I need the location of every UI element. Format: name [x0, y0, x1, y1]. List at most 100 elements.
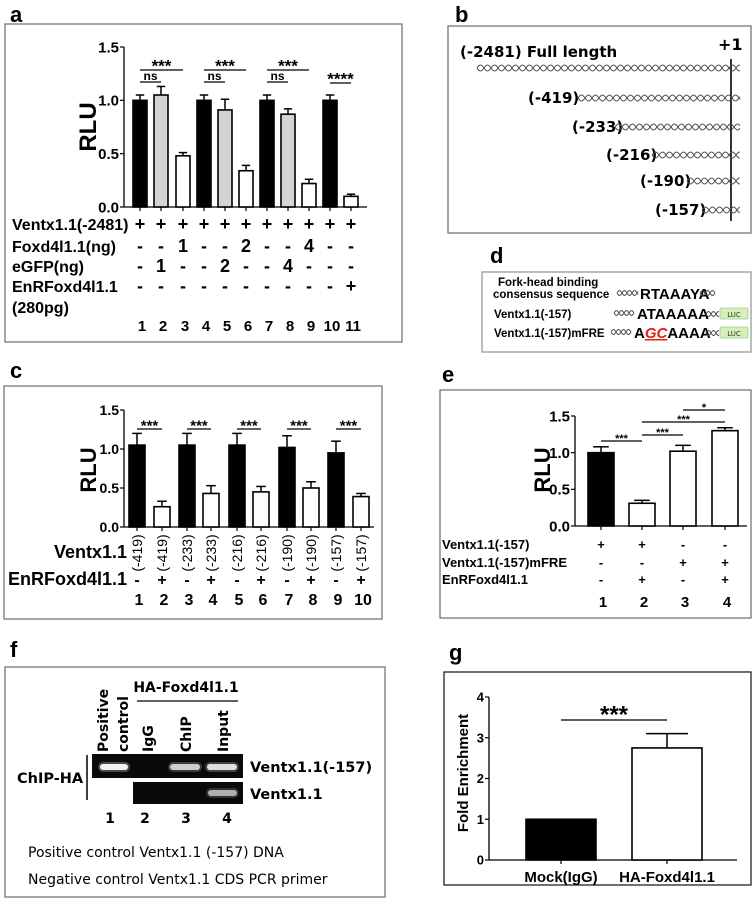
condition-value: + [638, 572, 646, 587]
category-label: HA-Foxd4l1.1 [619, 869, 715, 886]
bar [525, 818, 597, 861]
condition-value: - [306, 256, 312, 276]
condition-value: + [679, 555, 687, 570]
condition-value: - [681, 537, 685, 552]
lane-number: 4 [202, 318, 211, 335]
y-tick-label: 1.5 [98, 39, 119, 56]
y-axis-label: RLU [75, 102, 102, 151]
caption-positive-control: Positive control Ventx1.1 (-157) DNA [28, 845, 284, 861]
construct-label-190: (-190) [640, 172, 691, 190]
condition-value: - [243, 276, 249, 296]
condition-value: + [256, 572, 265, 589]
condition-value: - [222, 276, 228, 296]
condition-value: - [180, 276, 186, 296]
y-tick-label: 3 [477, 730, 484, 745]
condition-value: - [348, 256, 354, 276]
panel-b-frame [447, 25, 752, 234]
condition-value: (-190) [303, 534, 319, 571]
condition-row-label: eGFP(ng) [12, 259, 84, 276]
panel-label-c: c [10, 358, 22, 383]
dna-wave [705, 330, 719, 336]
lane-number: 3 [181, 318, 189, 335]
luc-reporter-box [719, 307, 749, 320]
panel-label-d: d [490, 243, 503, 268]
construct-label-233: (-233) [572, 118, 623, 136]
condition-row-label: Ventx1.1(-157)mFRE [442, 555, 567, 570]
mfre-construct-label: Ventx1.1(-157)mFRE [494, 328, 605, 340]
dna-wave [699, 290, 716, 296]
bar [128, 444, 146, 528]
chip-ha-label: ChIP-HA [17, 771, 84, 787]
condition-value: 1 [156, 256, 166, 276]
bar [228, 444, 246, 528]
luc-reporter-label: LUC [727, 311, 741, 319]
y-tick-label: 1.5 [100, 402, 120, 418]
bar [301, 182, 317, 208]
condition-value: (-233) [203, 534, 219, 571]
gel-band [207, 764, 237, 770]
bar [202, 492, 220, 528]
construct-label-full: (-2481) Full length [460, 43, 617, 61]
bar [302, 487, 320, 528]
dna-wave [614, 123, 741, 131]
gel-band [100, 764, 128, 770]
dna-wave [651, 151, 740, 159]
condition-value: + [135, 214, 146, 234]
dna-wave [701, 206, 741, 214]
lane-number: 1 [135, 592, 144, 609]
condition-value: - [723, 537, 727, 552]
gel-band [170, 764, 200, 770]
lane-number: 2 [159, 318, 167, 335]
significance-label: *** [152, 57, 172, 76]
bar [259, 99, 275, 208]
condition-value: + [638, 537, 646, 552]
bar [631, 747, 703, 861]
condition-value: + [597, 537, 605, 552]
bar [343, 195, 359, 208]
lane-number: 7 [265, 318, 273, 335]
dna-wave [705, 311, 719, 317]
dna-wave [686, 177, 740, 185]
gel-group-label: HA-Foxd4l1.1 [133, 680, 238, 696]
dna-wave [613, 310, 635, 316]
y-tick-label: 1.0 [549, 445, 570, 462]
significance-label: *** [290, 418, 308, 435]
consensus-label-line2: consensus sequence [493, 289, 609, 301]
bar [175, 155, 191, 208]
lane-number: 9 [307, 318, 315, 335]
condition-value: (-157) [328, 534, 344, 571]
condition-row-label: EnRFoxd4l1.1 [12, 279, 118, 296]
bar [196, 99, 212, 208]
gel-image-ventx-cds [133, 782, 243, 804]
construct-label-216: (-216) [606, 146, 657, 164]
band-label-ventx-157: Ventx1.1(-157) [250, 760, 372, 776]
condition-value: + [325, 214, 336, 234]
condition-value: - [264, 256, 270, 276]
chart-panel-g: 0 1 2 3 4 Fold Enrichment *** Mock(IgG) HA-Foxd4… [455, 690, 737, 886]
significance-label: *** [600, 701, 629, 728]
condition-value: (-216) [253, 534, 269, 571]
wt-sequence: ATAAAAA [637, 306, 709, 323]
condition-value: + [346, 276, 357, 296]
lane-number: 7 [285, 592, 294, 609]
condition-value: + [262, 214, 273, 234]
significance-label: *** [615, 433, 629, 445]
significance-label: *** [656, 427, 670, 439]
dna-wave [651, 151, 740, 159]
y-tick-label: 0.0 [549, 518, 570, 535]
lane-number: 11 [345, 318, 361, 335]
dna-wave [577, 94, 741, 102]
y-axis-label: Fold Enrichment [455, 714, 472, 832]
bar [132, 99, 148, 208]
condition-value: + [346, 214, 357, 234]
condition-row-sublabel: (280pg) [12, 300, 69, 317]
lane-label-input: Input [216, 710, 232, 752]
condition-value: - [599, 572, 603, 587]
y-tick-label: 4 [477, 690, 485, 705]
condition-value: + [220, 214, 231, 234]
condition-row-label: EnRFoxd4l1.1 [442, 572, 528, 587]
